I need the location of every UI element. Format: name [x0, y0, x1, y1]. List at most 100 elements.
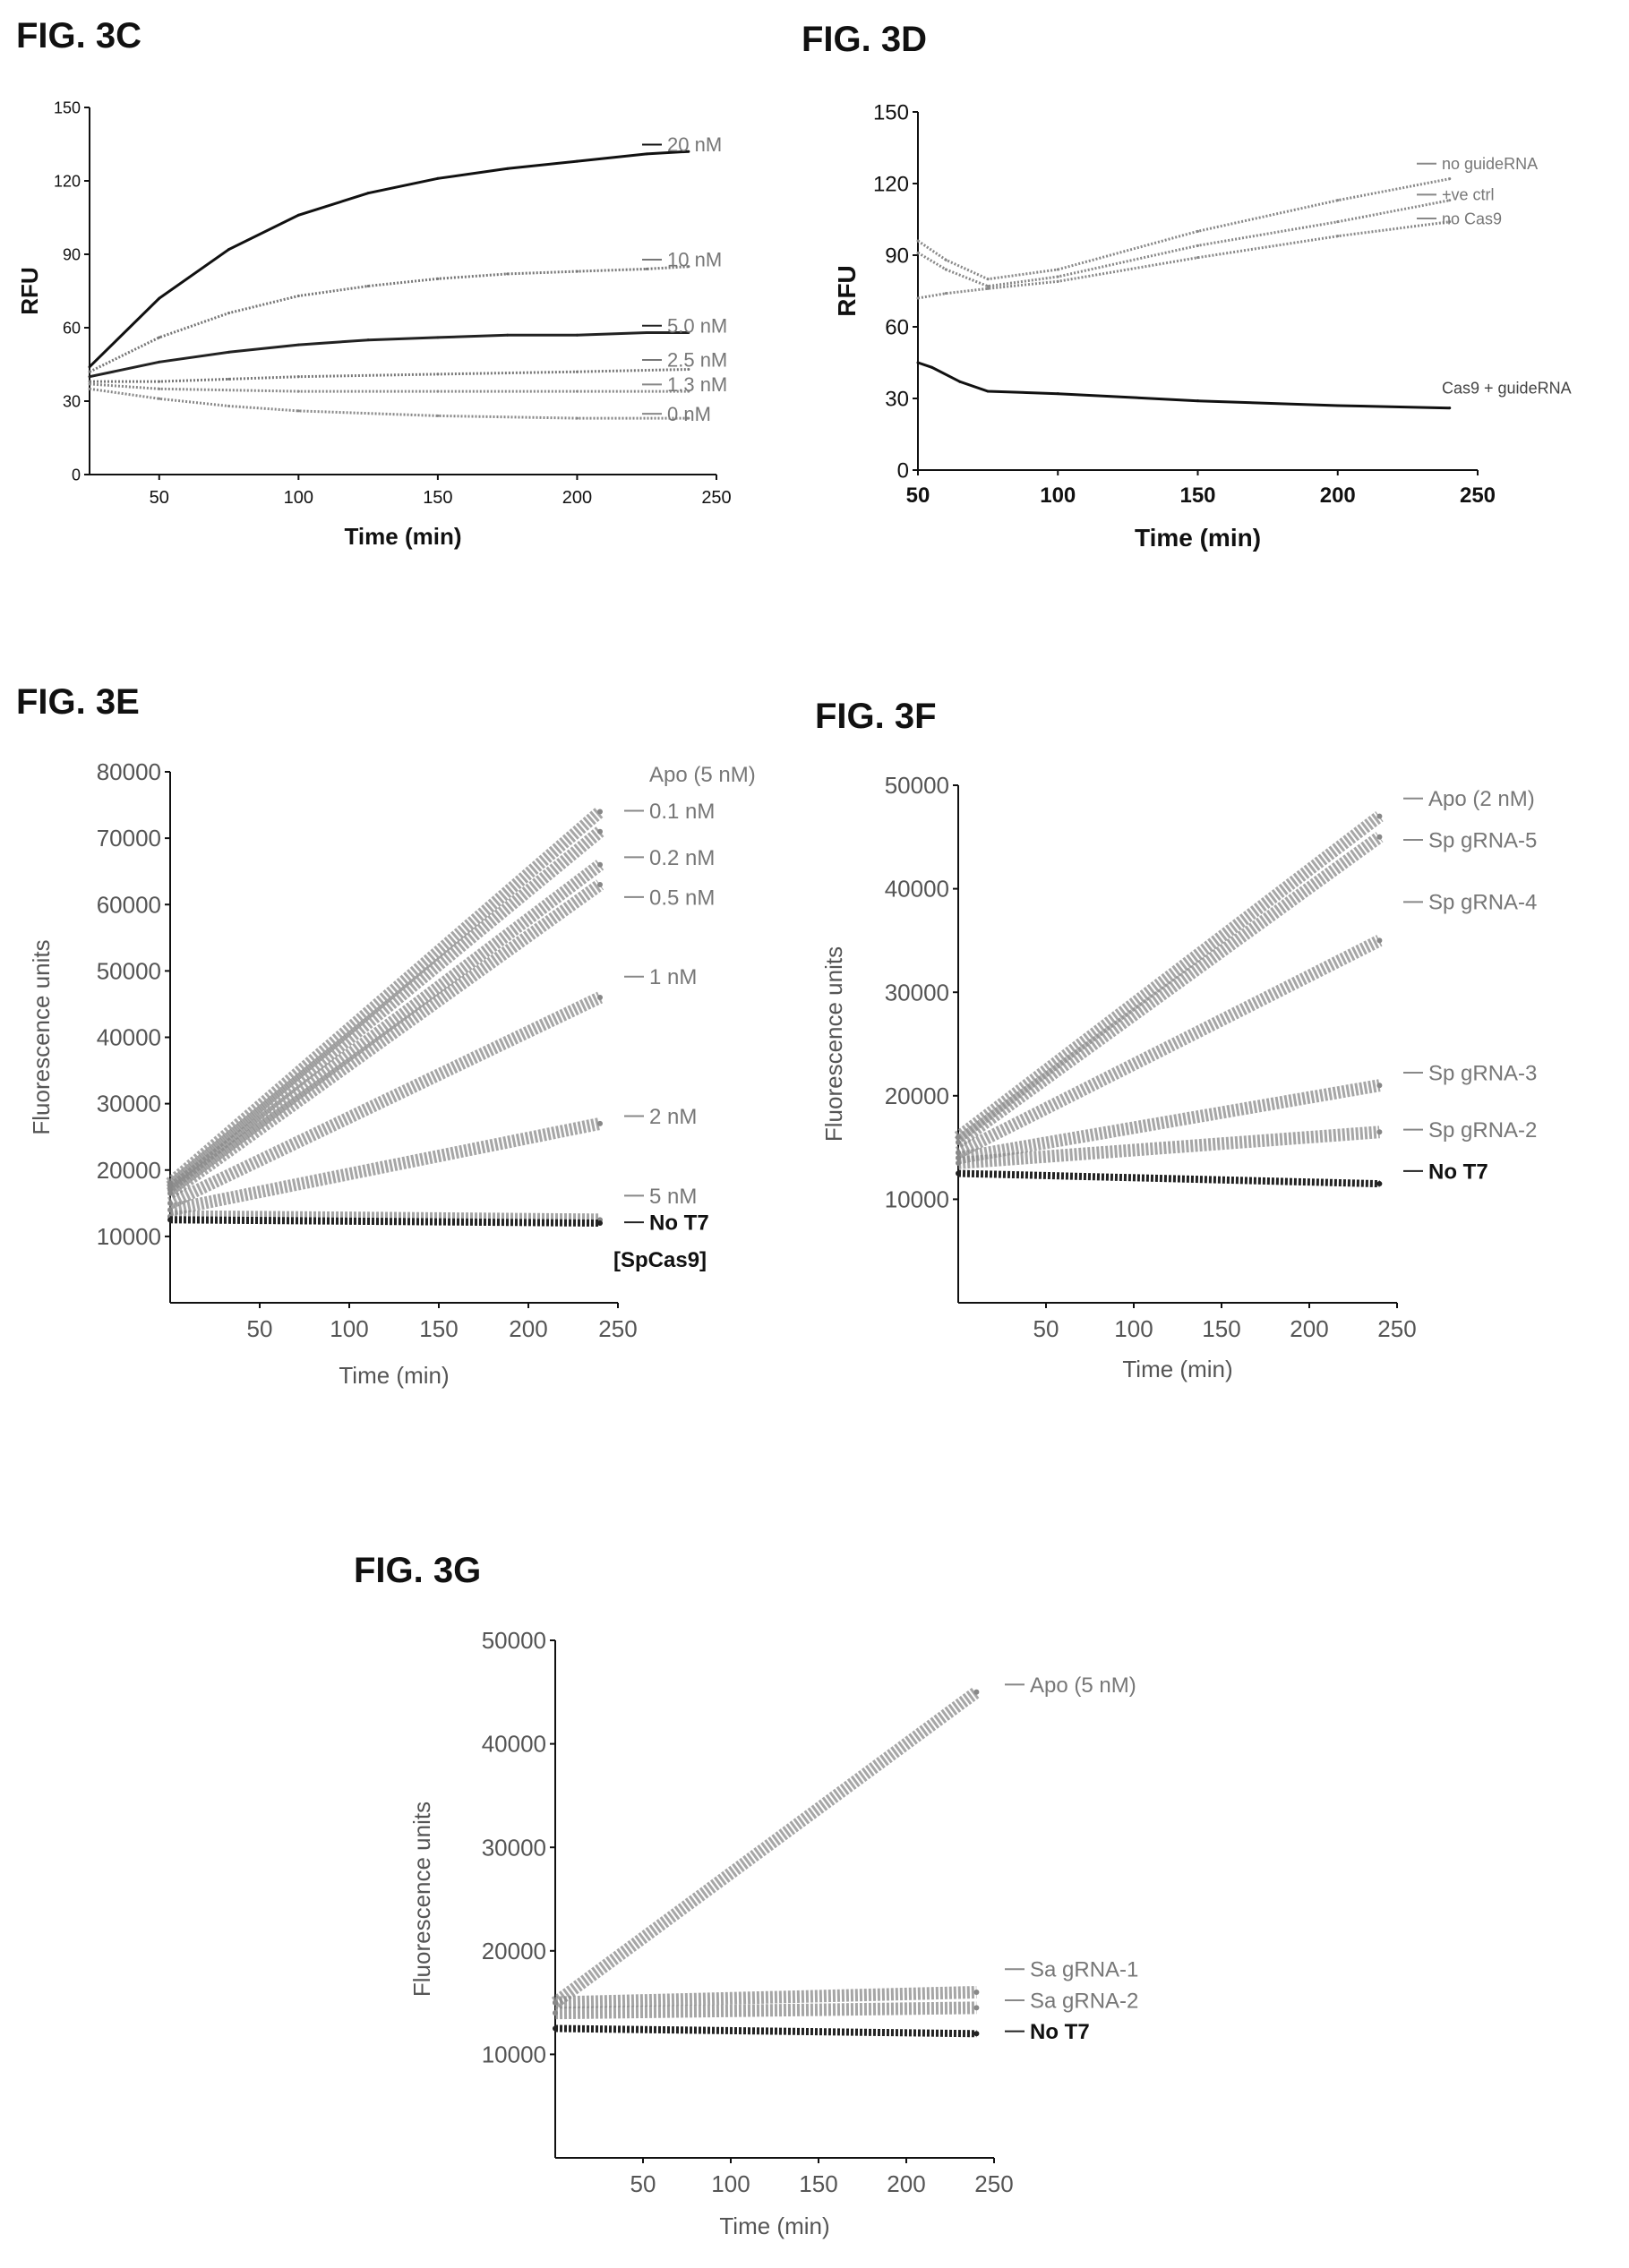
x-tick-label: 150 [423, 488, 452, 508]
data-point [1336, 199, 1340, 202]
chart-f-group: 10000 20000 30000 40000 50000 50 100 150 200 250 T… [820, 772, 1537, 1382]
data-point [1336, 220, 1340, 224]
data-point [1196, 244, 1199, 247]
x-tick-label: 100 [330, 1315, 368, 1342]
x-tick-label: 200 [509, 1315, 547, 1342]
data-point [553, 2010, 558, 2016]
data-point [973, 2031, 980, 2037]
chart-d-group: 0 30 60 90 120 150 50 100 150 200 250 Time (min) RFU… [833, 100, 1572, 552]
y-tick-label: 150 [873, 100, 909, 124]
y-tick-label: 120 [873, 172, 909, 196]
data-point [575, 370, 579, 373]
data-point [986, 278, 990, 281]
data-point [956, 1160, 961, 1166]
data-point [973, 1689, 980, 1695]
y-tick-label: 10000 [885, 1186, 949, 1213]
series-label: 0.2 nM [649, 846, 715, 870]
data-point [575, 270, 579, 273]
series-label: No T7 [649, 1211, 709, 1235]
series-label: no guideRNA [1442, 155, 1538, 173]
x-tick-label: 150 [419, 1315, 458, 1342]
data-point [506, 272, 510, 276]
x-axis-label: Time (min) [339, 1362, 449, 1389]
data-point [1376, 1083, 1383, 1089]
data-point [687, 150, 690, 153]
data-point [645, 330, 648, 334]
series-line-0 [917, 177, 1451, 281]
y-tick-label: 0 [72, 466, 81, 484]
y-tick-label: 60 [885, 315, 909, 339]
data-point [986, 389, 990, 393]
data-point [1056, 275, 1059, 278]
data-point [1376, 1129, 1383, 1135]
data-point [158, 296, 161, 300]
series-label: No T7 [1428, 1160, 1488, 1184]
data-point [597, 828, 603, 834]
y-tick-label: 0 [897, 458, 909, 483]
series-label: 20 nM [667, 133, 722, 156]
data-point [575, 416, 579, 420]
data-point [1196, 229, 1199, 233]
data-point [167, 1190, 173, 1196]
y-tick-label: 50000 [97, 957, 161, 984]
data-point [88, 365, 91, 369]
y-tick-label: 40000 [885, 876, 949, 903]
x-tick-label: 50 [247, 1315, 273, 1342]
series-line-0 [954, 811, 1384, 1143]
series-line-3 [956, 1079, 1381, 1165]
data-point [1336, 404, 1340, 407]
data-point [1056, 392, 1059, 396]
x-tick-label: 50 [150, 488, 169, 508]
fig-3g-title: FIG. 3G [354, 1551, 482, 1590]
y-axis-label: RFU [16, 267, 43, 314]
y-axis-label: Fluorescence units [28, 939, 55, 1134]
series-label: Apo (5 nM) [1030, 1673, 1136, 1698]
data-point [88, 387, 91, 390]
y-tick-label: 90 [885, 244, 909, 268]
data-point [227, 350, 231, 354]
data-point [986, 287, 990, 290]
data-point [687, 265, 690, 269]
x-tick-label: 150 [1202, 1315, 1240, 1342]
series-label: 5.0 nM [667, 314, 727, 337]
x-tick-label: 150 [1179, 484, 1215, 508]
y-tick-label: 60 [63, 319, 81, 337]
data-point [687, 416, 690, 420]
data-point [296, 213, 300, 217]
data-point [575, 389, 579, 393]
y-tick-label: 20000 [482, 1938, 546, 1964]
data-point [167, 1217, 173, 1223]
series-line-1 [166, 826, 604, 1192]
series-label: 1.3 nM [667, 373, 727, 396]
data-point [366, 192, 370, 195]
series-line-4 [89, 382, 689, 393]
data-point [597, 1120, 603, 1126]
chart-e-group: 10000 20000 30000 40000 50000 60000 70000 80000… [28, 758, 756, 1389]
data-point [916, 251, 920, 254]
data-point [88, 375, 91, 379]
series-line-3 [917, 361, 1450, 410]
series-line-5 [168, 1117, 602, 1217]
data-point [436, 336, 440, 339]
x-tick-label: 250 [598, 1315, 637, 1342]
chart-c-group: 0 30 60 90 120 150 50 100 150 200 250 Time (min) RFU… [16, 98, 732, 550]
data-point [1196, 399, 1199, 403]
x-tick-label: 100 [1114, 1315, 1153, 1342]
data-point [227, 404, 231, 407]
series-label: Cas9 + guideRNA [1442, 380, 1572, 398]
data-point [958, 380, 962, 383]
series-line-6 [169, 1210, 601, 1227]
data-point [1448, 220, 1452, 224]
data-point [1448, 407, 1452, 410]
data-point [158, 387, 161, 390]
series-line-0 [166, 807, 604, 1188]
x-tick-label: 200 [1290, 1315, 1328, 1342]
y-tick-label: 60000 [97, 891, 161, 918]
y-tick-label: 30 [63, 392, 81, 410]
series-line-4 [167, 991, 604, 1210]
series-line-1 [917, 199, 1451, 288]
data-point [944, 258, 947, 261]
data-point [1056, 279, 1059, 283]
data-point [436, 176, 440, 180]
